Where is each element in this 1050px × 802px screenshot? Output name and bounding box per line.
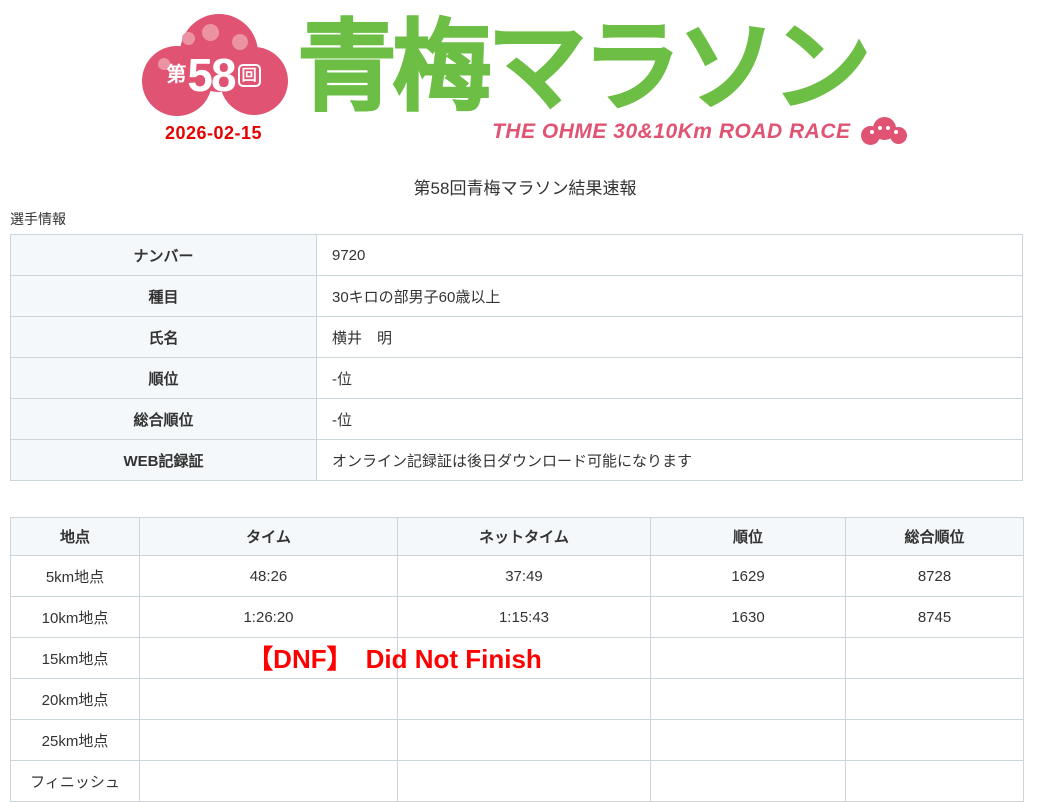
split-time [139,637,398,679]
split-net-time: 37:49 [397,555,651,597]
table-header-row: 地点 タイム ネットタイム 順位 総合順位 [10,517,1024,556]
row-label: 種目 [10,275,317,317]
table-row: フィニッシュ [10,760,1024,802]
column-header-point: 地点 [10,517,140,556]
row-label: WEB記録証 [10,439,317,481]
split-overall-rank: 8728 [845,555,1024,597]
table-row: 25km地点 [10,719,1024,761]
split-net-time [397,719,651,761]
split-rank [650,719,846,761]
edition-prefix: 第 [166,64,187,86]
row-value: -位 [316,398,1023,440]
row-value: 9720 [316,234,1023,276]
edition-suffix: 回 [237,63,261,87]
split-overall-rank [845,637,1024,679]
table-row: 氏名 横井 明 [10,316,1023,358]
split-net-time [397,678,651,720]
split-times-table: 地点 タイム ネットタイム 順位 総合順位 5km地点 48:26 37:49 … [10,517,1024,802]
table-row: 5km地点 48:26 37:49 1629 8728 [10,555,1024,597]
table-row: WEB記録証 オンライン記録証は後日ダウンロード可能になります [10,439,1023,481]
event-tagline: THE OHME 30&10Km ROAD RACE [492,119,851,143]
row-label: ナンバー [10,234,317,276]
split-overall-rank [845,719,1024,761]
blossom-icon [860,116,911,147]
split-point: 25km地点 [10,719,140,761]
athlete-info-label: 選手情報 [10,211,66,227]
row-label: 氏名 [10,316,317,358]
split-overall-rank: 8745 [845,596,1024,638]
split-time: 48:26 [139,555,398,597]
split-rank: 1629 [650,555,846,597]
column-header-rank: 順位 [650,517,846,556]
split-point: 5km地点 [10,555,140,597]
event-logo-header: 第 58 回 2026-02-15 青梅マラソン THE OHME 30&10K… [0,0,1050,162]
split-time [139,678,398,720]
row-value: 30キロの部男子60歳以上 [316,275,1023,317]
table-row: 総合順位 -位 [10,398,1023,440]
column-header-net-time: ネットタイム [397,517,651,556]
split-point: フィニッシュ [10,760,140,802]
split-overall-rank [845,760,1024,802]
row-label: 総合順位 [10,398,317,440]
split-net-time [397,760,651,802]
row-value: 横井 明 [316,316,1023,358]
split-overall-rank [845,678,1024,720]
split-rank [650,678,846,720]
page-title: 第58回青梅マラソン結果速報 [413,179,637,198]
row-value: -位 [316,357,1023,399]
row-value: オンライン記録証は後日ダウンロード可能になります [316,439,1023,481]
event-date: 2026-02-15 [164,123,263,143]
split-net-time: 1:15:43 [397,596,651,638]
edition-badge-block: 第 58 回 2026-02-15 [138,14,290,144]
split-time [139,760,398,802]
plum-blossom-logo-icon: 第 58 回 [138,14,290,117]
split-rank: 1630 [650,596,846,638]
split-point: 20km地点 [10,678,140,720]
table-row: 順位 -位 [10,357,1023,399]
table-row: 10km地点 1:26:20 1:15:43 1630 8745 [10,596,1024,638]
split-point: 15km地点 [10,637,140,679]
split-time: 1:26:20 [139,596,398,638]
row-label: 順位 [10,357,317,399]
event-name: 青梅マラソン [297,11,873,122]
event-name-block: 青梅マラソン THE OHME 30&10Km ROAD RACE [297,11,913,147]
table-row: 種目 30キロの部男子60歳以上 [10,275,1023,317]
split-rank [650,637,846,679]
table-row: 20km地点 [10,678,1024,720]
column-header-overall-rank: 総合順位 [845,517,1024,556]
table-row: ナンバー 9720 [10,234,1023,276]
edition-badge: 第 58 回 [138,52,290,98]
split-rank [650,760,846,802]
split-time [139,719,398,761]
column-header-time: タイム [139,517,398,556]
split-net-time [397,637,651,679]
edition-number: 58 [187,49,236,101]
split-point: 10km地点 [10,596,140,638]
athlete-info-table: ナンバー 9720 種目 30キロの部男子60歳以上 氏名 横井 明 順位 -位… [10,234,1023,481]
table-row: 15km地点 [10,637,1024,679]
